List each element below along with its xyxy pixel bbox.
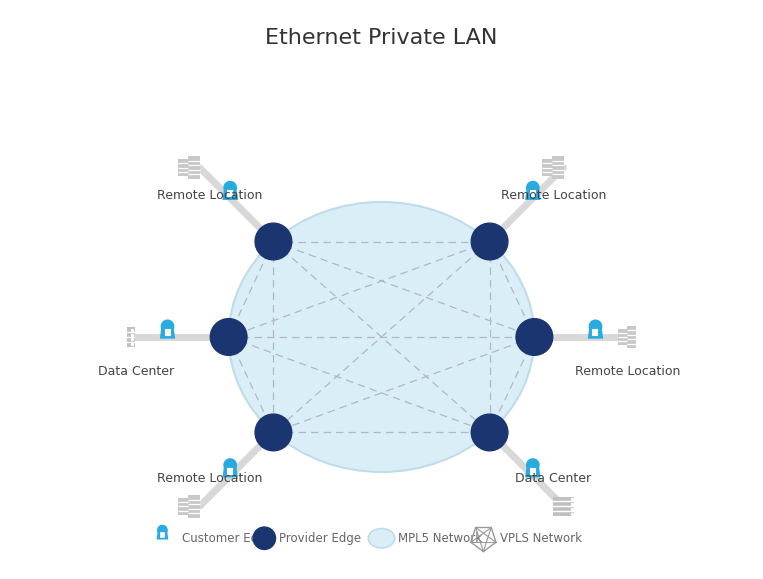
Bar xyxy=(179,159,188,176)
Bar xyxy=(188,495,200,518)
Circle shape xyxy=(255,223,291,260)
Polygon shape xyxy=(525,186,540,200)
Text: Customer Edge: Customer Edge xyxy=(182,532,272,545)
Text: Provider Edge: Provider Edge xyxy=(278,532,361,545)
Circle shape xyxy=(253,527,275,549)
Text: Remote Location: Remote Location xyxy=(157,472,262,485)
Circle shape xyxy=(158,525,167,535)
Polygon shape xyxy=(223,186,238,200)
Bar xyxy=(627,326,639,348)
Circle shape xyxy=(224,459,237,471)
Circle shape xyxy=(589,320,602,332)
Circle shape xyxy=(526,181,539,194)
Bar xyxy=(188,156,200,179)
Text: Remote Location: Remote Location xyxy=(501,189,606,201)
Ellipse shape xyxy=(369,529,394,548)
Circle shape xyxy=(211,318,247,356)
Text: VPLS Network: VPLS Network xyxy=(501,532,582,545)
Circle shape xyxy=(472,223,508,260)
Polygon shape xyxy=(159,325,175,339)
Bar xyxy=(552,156,564,179)
Text: Remote Location: Remote Location xyxy=(157,189,262,201)
Polygon shape xyxy=(525,464,540,477)
Bar xyxy=(179,498,188,515)
Text: MPL5 Network: MPL5 Network xyxy=(398,532,482,545)
Circle shape xyxy=(472,414,508,451)
Bar xyxy=(114,327,135,347)
Text: Data Center: Data Center xyxy=(515,472,591,485)
Circle shape xyxy=(224,181,237,194)
Polygon shape xyxy=(588,325,604,339)
Ellipse shape xyxy=(229,202,534,472)
Bar xyxy=(617,328,627,346)
Bar xyxy=(542,159,552,176)
Text: Remote Location: Remote Location xyxy=(575,365,680,378)
Polygon shape xyxy=(223,464,238,477)
Circle shape xyxy=(161,320,174,332)
Text: Ethernet Private LAN: Ethernet Private LAN xyxy=(266,28,497,48)
Bar xyxy=(553,497,574,516)
Circle shape xyxy=(526,459,539,471)
Polygon shape xyxy=(156,529,169,540)
Circle shape xyxy=(255,414,291,451)
Circle shape xyxy=(516,318,552,356)
Text: Data Center: Data Center xyxy=(98,365,174,378)
